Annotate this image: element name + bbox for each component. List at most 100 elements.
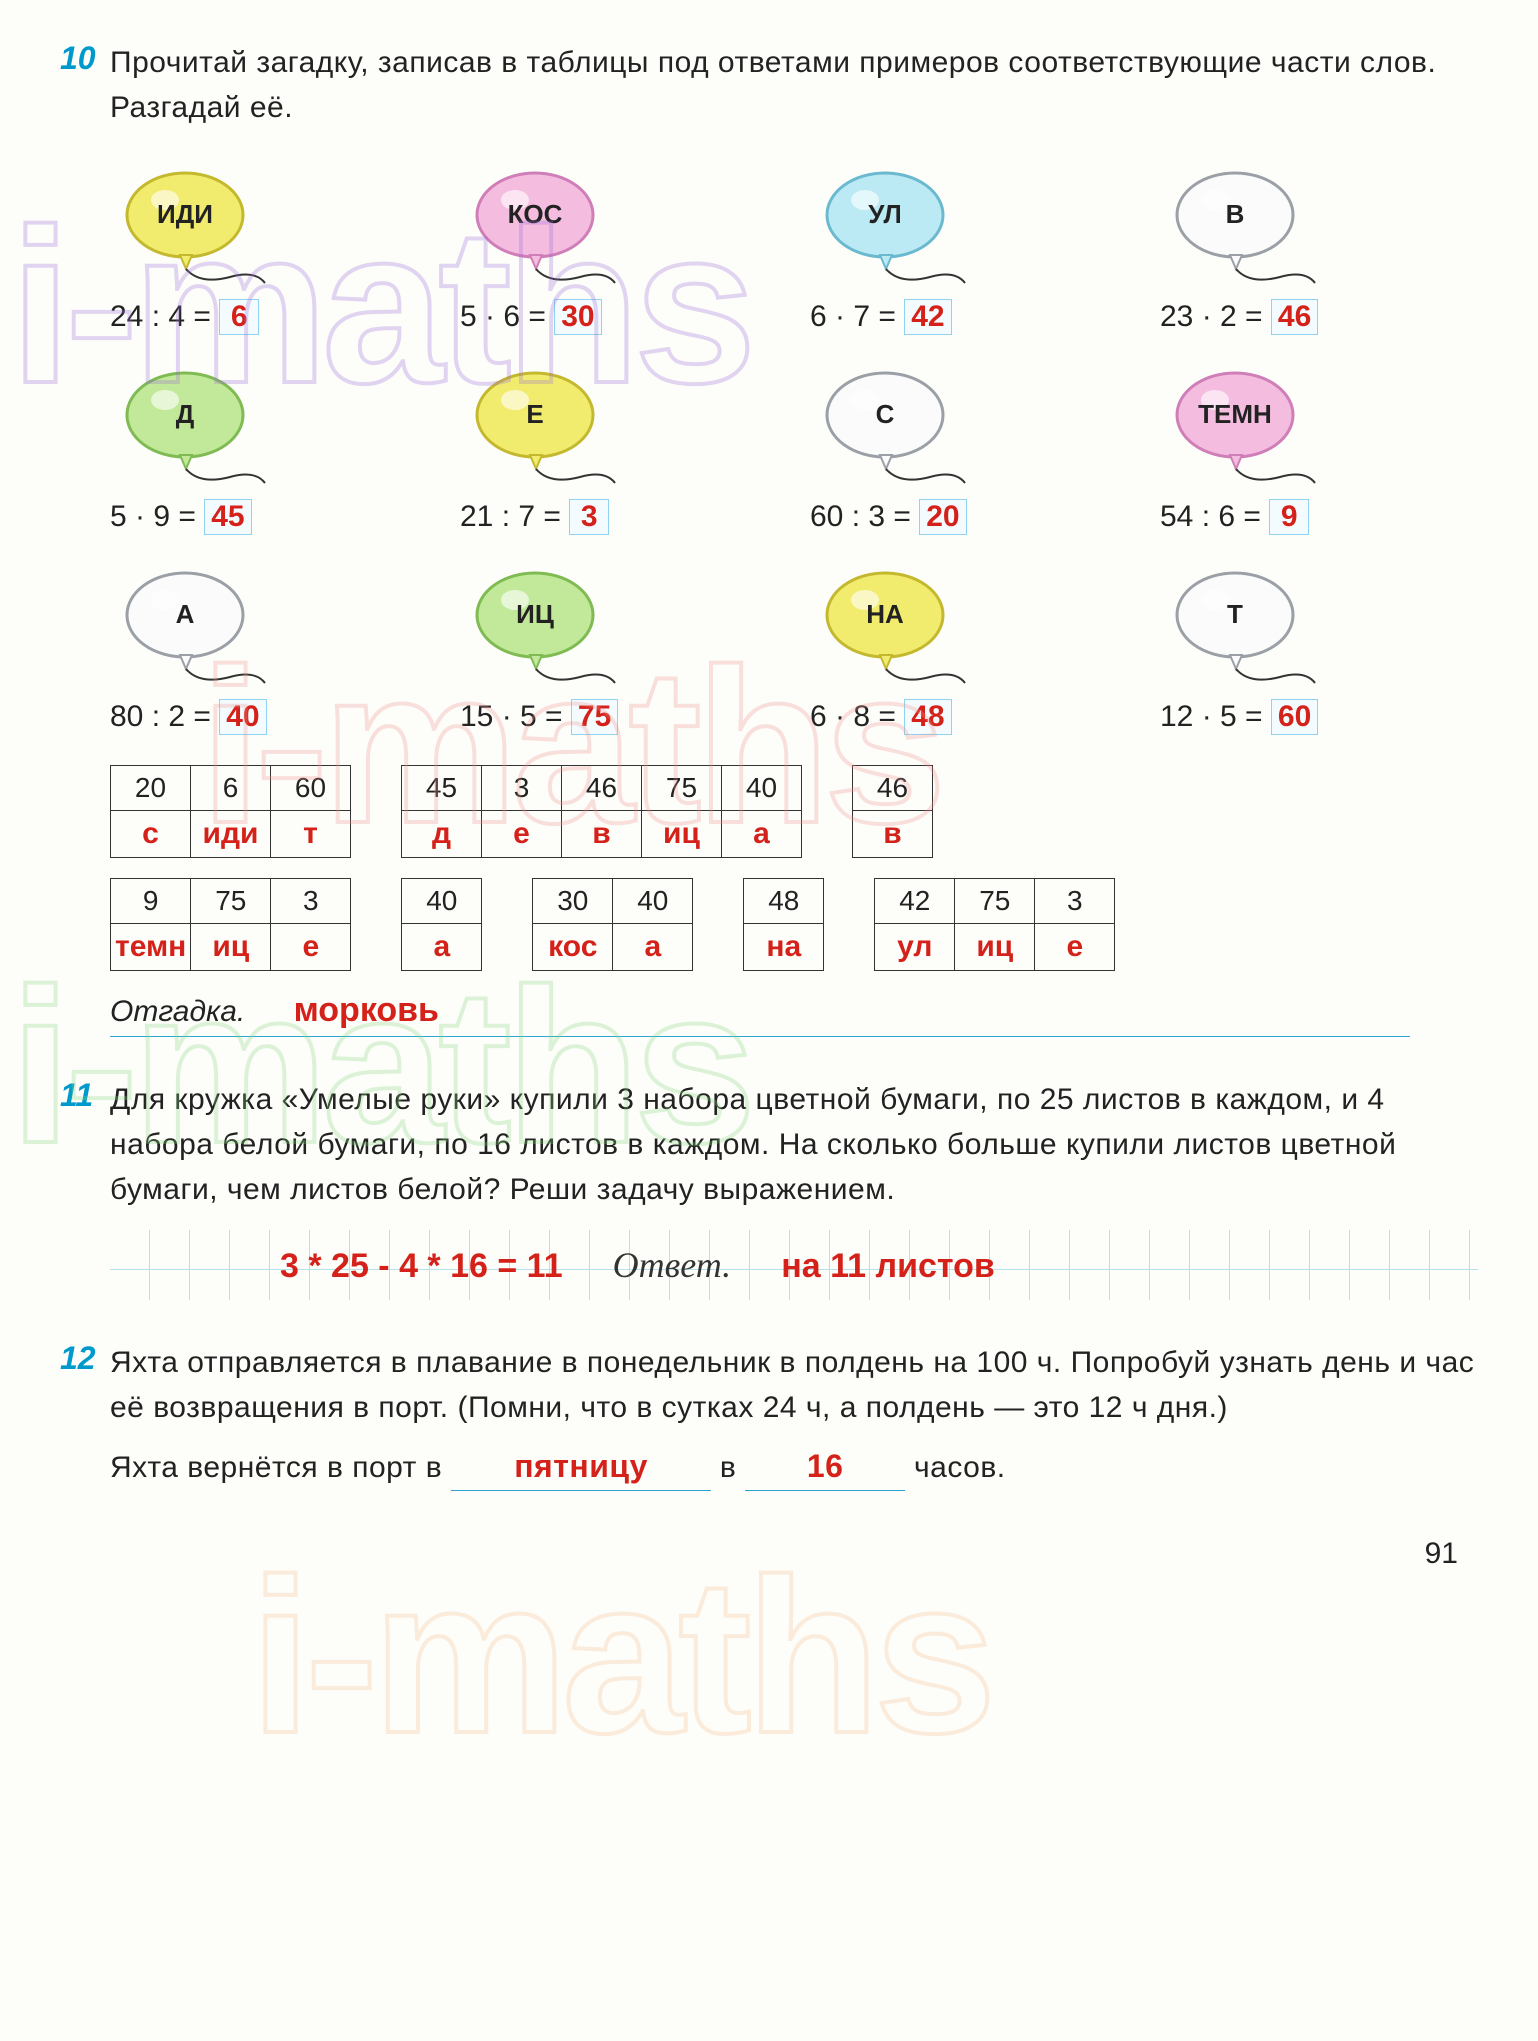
svg-text:УЛ: УЛ [868,199,901,229]
svg-text:В: В [1226,199,1245,229]
table-num-cell: 46 [562,766,642,811]
task-10: 10 Прочитай загадку, записав в таблицы п… [110,40,1478,1037]
table-word-cell: а [402,924,482,971]
task-number: 11 [60,1077,93,1114]
balloon-answer: 75 [571,699,618,735]
table-word-cell: на [744,924,824,971]
table-num-cell: 3 [482,766,562,811]
watermark: i-maths [250,1530,990,1783]
balloon-equation: 24 : 4 = 6 [110,299,259,335]
svg-text:А: А [176,599,195,629]
table-word-cell: в [853,811,933,858]
svg-text:Т: Т [1227,599,1243,629]
balloon-equation: 80 : 2 = 40 [110,699,267,735]
table-num-cell: 6 [191,766,271,811]
table-word-cell: в [562,811,642,858]
balloon-item: УЛ 6 · 7 = 42 [810,165,1090,335]
balloon-item: ИЦ 15 · 5 = 75 [460,565,740,735]
table-word-cell: а [613,924,693,971]
word-table: 453467540девица [401,765,802,858]
balloon-item: КОС 5 · 6 = 30 [460,165,740,335]
table-word-cell: е [482,811,562,858]
table-num-cell: 75 [191,879,271,924]
day-answer: пятницу [451,1442,711,1491]
balloon-equation: 5 · 9 = 45 [110,499,252,535]
task-10-text: Прочитай загадку, записав в таблицы под … [110,40,1478,130]
table-num-cell: 46 [853,766,933,811]
balloon-answer: 6 [219,299,259,335]
table-num-cell: 3 [1035,879,1115,924]
task-12: 12 Яхта отправляется в плавание в понеде… [110,1340,1478,1491]
balloon-item: В 23 · 2 = 46 [1160,165,1440,335]
balloon-answer: 46 [1271,299,1318,335]
word-table: 20660сидит [110,765,351,858]
table-num-cell: 40 [613,879,693,924]
table-num-cell: 40 [722,766,802,811]
table-word-cell: е [1035,924,1115,971]
table-word-cell: иц [955,924,1035,971]
balloon-answer: 60 [1271,699,1318,735]
hour-answer: 16 [745,1442,905,1491]
suffix-text: часов. [914,1451,1006,1484]
table-num-cell: 40 [402,879,482,924]
task-11-answer-grid: 3 * 25 - 4 * 16 = 11 Ответ. на 11 листов [110,1230,1478,1300]
balloon-answer: 42 [904,299,951,335]
balloons-area: ИДИ 24 : 4 = 6 КОС 5 · 6 = 30 УЛ 6 · 7 =… [110,165,1478,735]
answer-label: Ответ. [613,1244,732,1286]
balloon-item: ИДИ 24 : 4 = 6 [110,165,390,335]
balloon-equation: 60 : 3 = 20 [810,499,967,535]
mid-text: в [720,1451,736,1484]
word-table: 42753улице [874,878,1115,971]
table-num-cell: 30 [533,879,613,924]
balloon-item: ТЕМН 54 : 6 = 9 [1160,365,1440,535]
balloon-equation: 21 : 7 = 3 [460,499,609,535]
word-table: 40а [401,878,482,971]
svg-text:Е: Е [526,399,543,429]
task-number: 10 [60,40,96,77]
word-table: 46в [852,765,933,858]
balloon-equation: 5 · 6 = 30 [460,299,602,335]
table-word-cell: темн [111,924,191,971]
word-table: 9753темнице [110,878,351,971]
prefix-text: Яхта вернётся в порт в [110,1451,442,1484]
balloon-equation: 15 · 5 = 75 [460,699,618,735]
balloon-item: Д 5 · 9 = 45 [110,365,390,535]
balloon-item: Т 12 · 5 = 60 [1160,565,1440,735]
table-num-cell: 45 [402,766,482,811]
balloon-answer: 45 [204,499,251,535]
balloon-equation: 6 · 7 = 42 [810,299,952,335]
task-number: 12 [60,1340,96,1377]
balloon-item: С 60 : 3 = 20 [810,365,1090,535]
balloon-answer: 30 [554,299,601,335]
page-number: 91 [1425,1537,1458,1571]
table-num-cell: 60 [271,766,351,811]
word-table: 48на [743,878,824,971]
svg-text:ИДИ: ИДИ [157,199,213,229]
svg-text:КОС: КОС [508,199,563,229]
table-word-cell: е [271,924,351,971]
table-num-cell: 20 [111,766,191,811]
svg-text:НА: НА [866,599,904,629]
table-word-cell: иди [191,811,271,858]
svg-text:ТЕМН: ТЕМН [1198,399,1272,429]
task-11-expression: 3 * 25 - 4 * 16 = 11 [280,1247,563,1286]
balloon-row: А 80 : 2 = 40 ИЦ 15 · 5 = 75 НА 6 · 8 = … [110,565,1478,735]
svg-text:ИЦ: ИЦ [516,599,554,629]
svg-text:Д: Д [176,399,195,429]
table-word-cell: ул [875,924,955,971]
table-word-cell: а [722,811,802,858]
task-12-text-main: Яхта отправляется в плавание в понедельн… [110,1340,1478,1430]
table-num-cell: 75 [642,766,722,811]
table-word-cell: иц [191,924,271,971]
table-word-cell: д [402,811,482,858]
otgadka-answer: морковь [294,991,439,1029]
balloon-row: ИДИ 24 : 4 = 6 КОС 5 · 6 = 30 УЛ 6 · 7 =… [110,165,1478,335]
svg-text:С: С [876,399,895,429]
tables-area: 20660сидит453467540девица46в 9753темнице… [110,765,1478,971]
balloon-answer: 9 [1269,499,1309,535]
balloon-equation: 54 : 6 = 9 [1160,499,1309,535]
balloon-equation: 12 · 5 = 60 [1160,699,1318,735]
table-word-cell: кос [533,924,613,971]
balloon-answer: 48 [904,699,951,735]
task-12-fill-line: Яхта вернётся в порт в пятницу в 16 часо… [110,1442,1478,1491]
